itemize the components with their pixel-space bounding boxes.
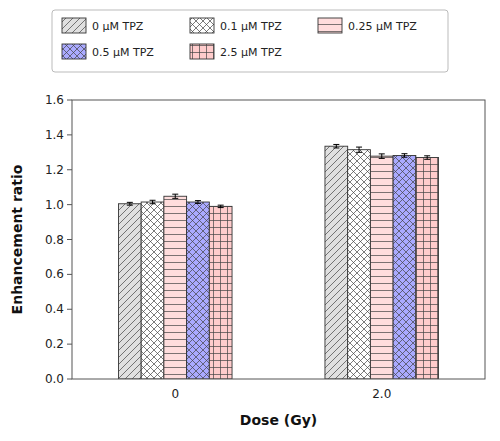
- legend-swatch: [190, 44, 214, 59]
- error-cap: [356, 147, 362, 148]
- y-tick: [67, 134, 72, 135]
- x-tick-label: 0: [171, 387, 179, 401]
- error-bar: [218, 205, 224, 207]
- bar: [209, 206, 232, 379]
- error-bars: [127, 144, 430, 207]
- y-tick-label: 0.4: [45, 302, 64, 316]
- error-cap: [195, 200, 201, 201]
- error-bar: [150, 200, 156, 203]
- bar: [164, 196, 187, 379]
- error-cap: [333, 144, 339, 145]
- x-axis-label: Dose (Gy): [240, 412, 317, 428]
- y-axis-label: Enhancement ratio: [9, 164, 25, 314]
- error-cap: [379, 153, 385, 154]
- y-tick-label: 1.6: [45, 93, 64, 107]
- error-bar: [333, 144, 339, 147]
- error-cap: [172, 198, 178, 199]
- error-stem: [336, 144, 337, 147]
- y-tick-label: 0.0: [45, 372, 64, 386]
- error-bar: [127, 202, 133, 205]
- error-bar: [424, 156, 430, 159]
- error-stem: [427, 156, 428, 159]
- y-tick: [67, 344, 72, 345]
- bar: [370, 156, 393, 379]
- legend-swatch: [190, 18, 214, 33]
- error-cap: [150, 200, 156, 201]
- error-cap: [172, 194, 178, 195]
- error-bar: [356, 147, 362, 152]
- error-cap: [218, 205, 224, 206]
- legend-label: 0 μM TPZ: [92, 20, 144, 33]
- error-cap: [401, 153, 407, 154]
- legend-frame: [52, 10, 448, 72]
- error-stem: [404, 154, 405, 157]
- legend-label: 0.5 μM TPZ: [92, 46, 154, 59]
- chart-container: 0.0 0.2 0.4 0.6 0.8 1.0 1.2 1.4 1.6 0 2.0 Dose (Gy)…: [0, 0, 500, 441]
- bar: [325, 146, 348, 379]
- y-tick: [67, 379, 72, 380]
- error-cap: [127, 205, 133, 206]
- error-stem: [175, 194, 176, 198]
- legend-label: 2.5 μM TPZ: [220, 46, 282, 59]
- y-tick: [67, 204, 72, 205]
- y-tick-label: 0.6: [45, 267, 64, 281]
- error-cap: [424, 155, 430, 156]
- error-cap: [333, 147, 339, 148]
- y-tick-label: 1.2: [45, 163, 64, 177]
- error-cap: [379, 158, 385, 159]
- bar: [141, 202, 164, 379]
- error-cap: [150, 203, 156, 204]
- bar: [393, 155, 416, 379]
- error-stem: [152, 200, 153, 203]
- error-bar: [172, 194, 178, 198]
- error-stem: [359, 147, 360, 152]
- y-tick: [67, 100, 72, 101]
- legend-swatch: [318, 18, 342, 33]
- bar: [416, 158, 439, 379]
- plot-frame: [72, 100, 485, 379]
- legend-label: 0.25 μM TPZ: [348, 20, 417, 33]
- legend-swatch: [62, 18, 86, 33]
- y-tick: [67, 274, 72, 275]
- bars: [118, 146, 438, 379]
- bar: [187, 202, 210, 379]
- legend: 0 μM TPZ 0.1 μM TPZ 0.25 μM TPZ 0.5 μM TPZ 2…: [52, 10, 448, 72]
- error-bar: [401, 154, 407, 157]
- error-cap: [356, 152, 362, 153]
- error-cap: [195, 203, 201, 204]
- y-tick-label: 1.4: [45, 128, 64, 142]
- y-tick-label: 0.2: [45, 337, 64, 351]
- error-bar: [195, 201, 201, 204]
- y-tick: [67, 309, 72, 310]
- legend-label: 0.1 μM TPZ: [220, 20, 282, 33]
- error-bar: [379, 154, 385, 159]
- error-cap: [127, 202, 133, 203]
- error-cap: [401, 157, 407, 158]
- error-cap: [424, 159, 430, 160]
- x-tick-label: 2.0: [372, 387, 391, 401]
- error-stem: [381, 154, 382, 159]
- bar: [348, 150, 371, 379]
- error-cap: [218, 207, 224, 208]
- legend-swatch: [62, 44, 86, 59]
- bar: [118, 204, 141, 379]
- chart-svg: 0.0 0.2 0.4 0.6 0.8 1.0 1.2 1.4 1.6 0 2.0 Dose (Gy)…: [0, 0, 500, 441]
- y-tick: [67, 169, 72, 170]
- y-tick-label: 0.8: [45, 233, 64, 247]
- y-tick-label: 1.0: [45, 198, 64, 212]
- y-tick: [67, 239, 72, 240]
